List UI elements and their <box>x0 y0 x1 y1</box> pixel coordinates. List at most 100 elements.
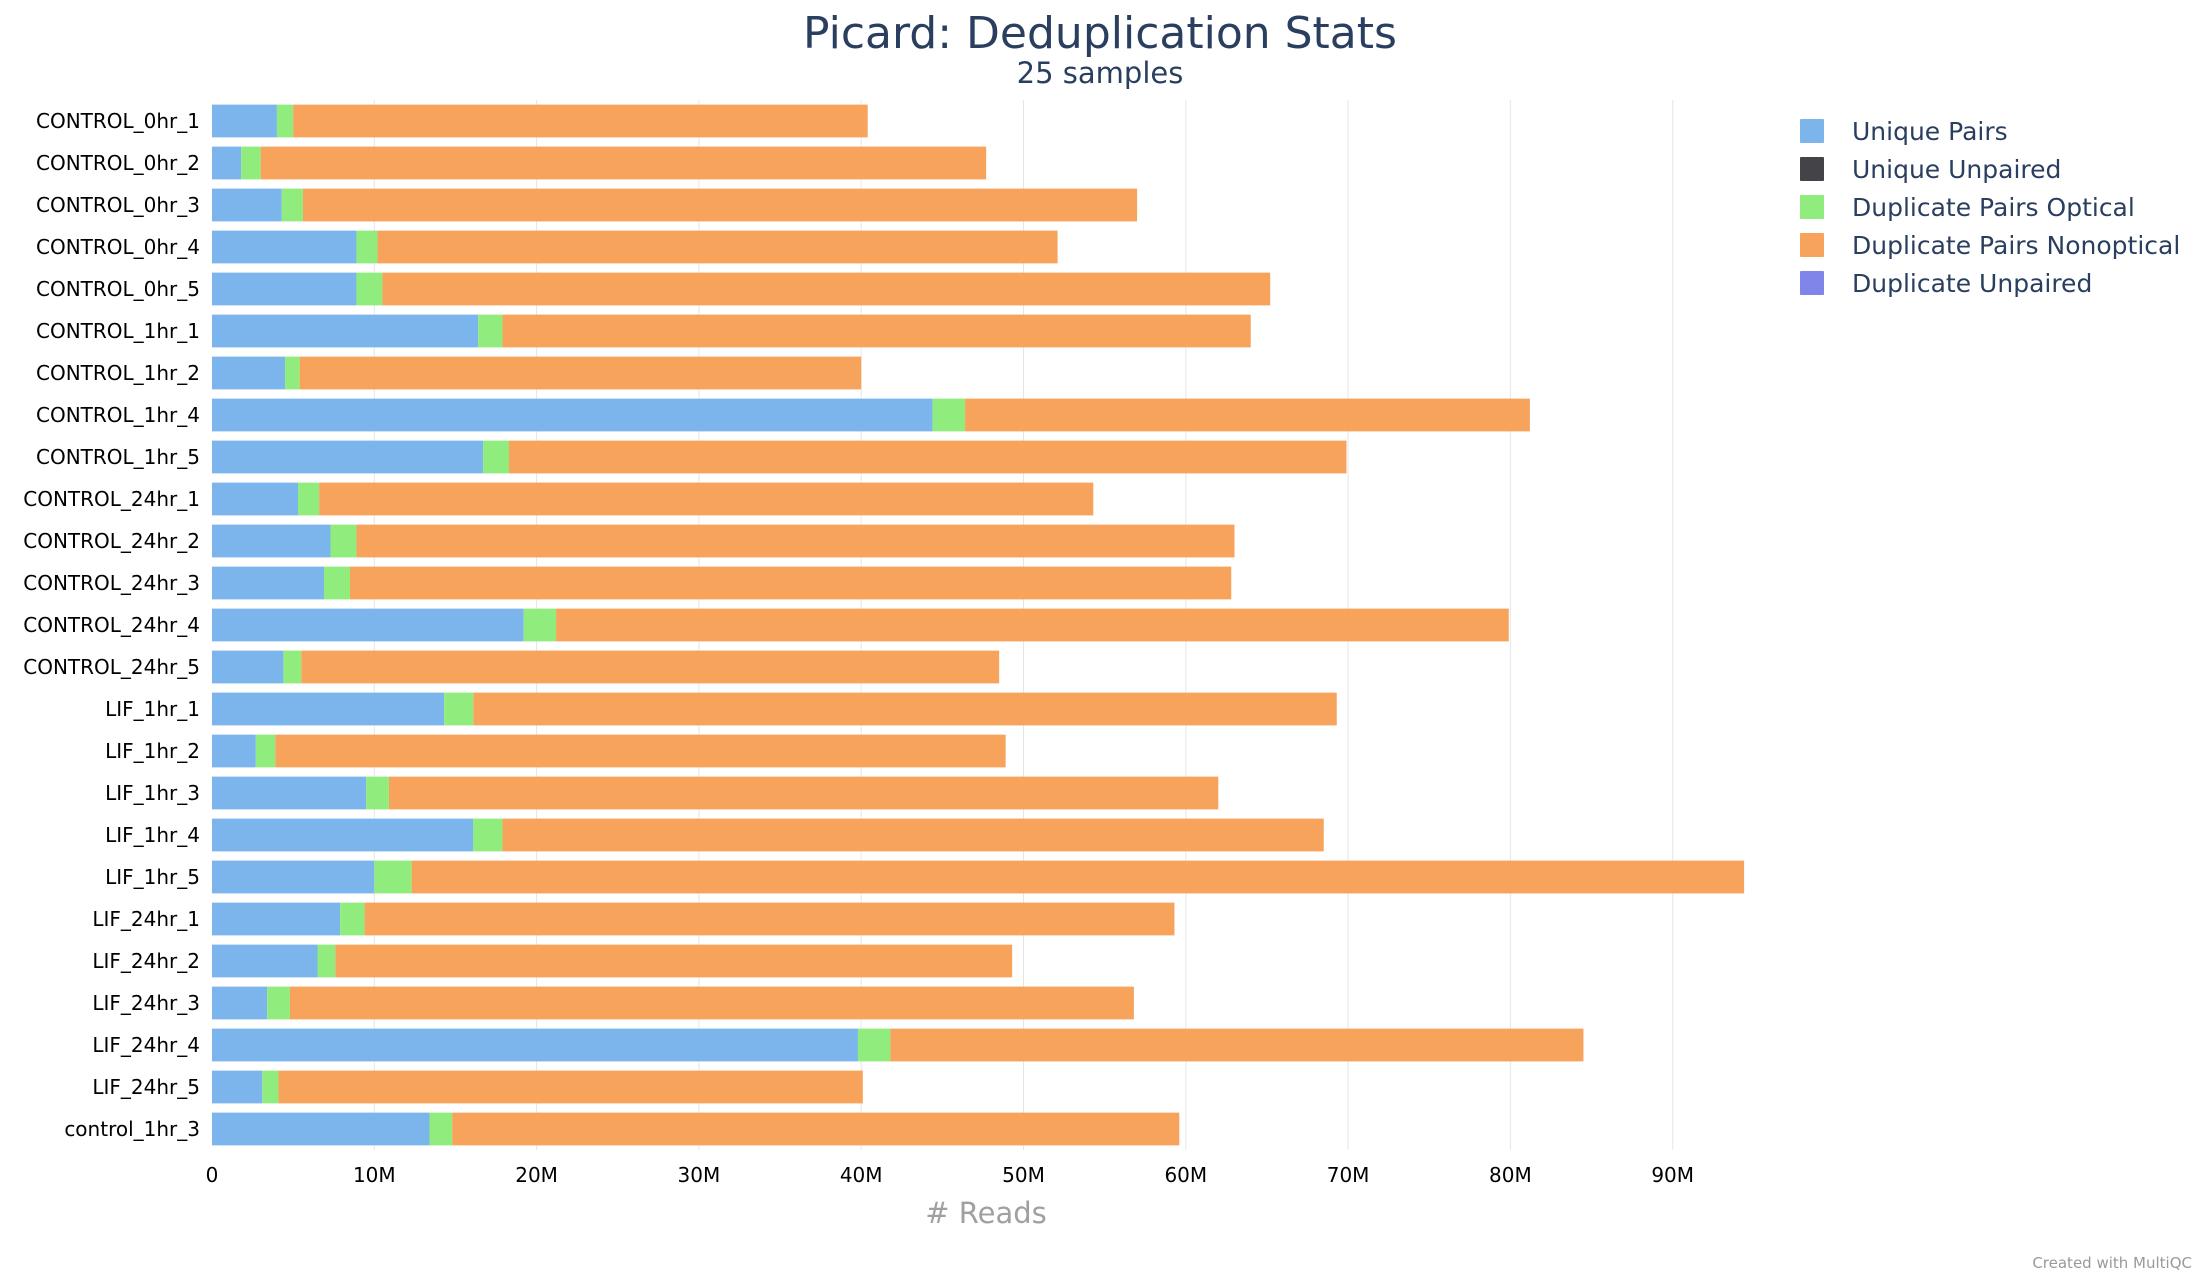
bar-segment[interactable] <box>299 356 862 390</box>
legend-item[interactable]: Unique Unpaired <box>1800 150 2180 188</box>
bar-segment[interactable] <box>212 188 282 222</box>
bar-segment[interactable] <box>330 524 357 558</box>
bar-segment[interactable] <box>377 230 1058 264</box>
bar-segment[interactable] <box>374 860 412 894</box>
bar-segment[interactable] <box>523 608 557 642</box>
bar-segment[interactable] <box>283 650 302 684</box>
legend-item[interactable]: Duplicate Pairs Nonoptical <box>1800 226 2180 264</box>
bar-segment[interactable] <box>212 146 242 180</box>
y-tick-label: LIF_1hr_1 <box>105 697 200 721</box>
bar-segment[interactable] <box>212 440 484 474</box>
bar-segment[interactable] <box>212 986 268 1020</box>
bar-segment[interactable] <box>275 734 1006 768</box>
bar-segment[interactable] <box>293 104 868 138</box>
bar-segment[interactable] <box>857 1028 891 1062</box>
x-tick-label: 30M <box>678 1163 721 1187</box>
bar-segment[interactable] <box>212 944 318 978</box>
bar-segment[interactable] <box>276 104 294 138</box>
bar-segment[interactable] <box>212 818 474 852</box>
bar-segment[interactable] <box>473 692 1337 726</box>
x-tick-label: 10M <box>353 1163 396 1187</box>
bar-segment[interactable] <box>556 608 1509 642</box>
bar-segment[interactable] <box>509 440 1347 474</box>
bar-segment[interactable] <box>429 1112 453 1146</box>
legend-item[interactable]: Duplicate Unpaired <box>1800 264 2180 302</box>
bar-segment[interactable] <box>298 482 320 516</box>
bar-segment[interactable] <box>302 188 1138 222</box>
y-tick-label: LIF_1hr_5 <box>105 865 200 889</box>
bar-segment[interactable] <box>255 734 276 768</box>
bar-segment[interactable] <box>212 1112 430 1146</box>
bar-segment[interactable] <box>212 356 286 390</box>
bar-segment[interactable] <box>932 398 966 432</box>
bar-segment[interactable] <box>340 902 365 936</box>
bar-segment[interactable] <box>364 902 1175 936</box>
legend-label: Duplicate Pairs Optical <box>1852 192 2135 222</box>
y-tick-label: LIF_24hr_2 <box>92 949 200 973</box>
bar-segment[interactable] <box>281 188 303 222</box>
bar-segment[interactable] <box>212 482 299 516</box>
bar-segment[interactable] <box>335 944 1013 978</box>
bar-segment[interactable] <box>212 734 256 768</box>
bar-segment[interactable] <box>317 944 336 978</box>
bar-segment[interactable] <box>212 398 933 432</box>
bar-segment[interactable] <box>502 818 1324 852</box>
bar-segment[interactable] <box>965 398 1530 432</box>
bar-segment[interactable] <box>483 440 510 474</box>
bar-segment[interactable] <box>212 902 341 936</box>
bar-segment[interactable] <box>212 104 277 138</box>
legend-label: Unique Unpaired <box>1852 154 2062 184</box>
y-tick-label: CONTROL_1hr_5 <box>36 445 200 469</box>
y-tick-label: CONTROL_0hr_4 <box>36 235 200 259</box>
bar-segment[interactable] <box>212 230 357 264</box>
y-tick-label: CONTROL_0hr_3 <box>36 193 200 217</box>
bar-segment[interactable] <box>212 524 331 558</box>
chart-title: Picard: Deduplication Stats <box>803 8 1397 59</box>
bar-segment[interactable] <box>260 146 987 180</box>
bar-segment[interactable] <box>382 272 1271 306</box>
bar-segment[interactable] <box>285 356 300 390</box>
bar-segment[interactable] <box>212 314 479 348</box>
bar-segment[interactable] <box>278 1070 863 1104</box>
bar-segment[interactable] <box>212 860 375 894</box>
bar-segment[interactable] <box>212 566 324 600</box>
legend-swatch <box>1800 271 1824 295</box>
legend-label: Duplicate Unpaired <box>1852 268 2093 298</box>
bar-segment[interactable] <box>212 650 284 684</box>
bar-segment[interactable] <box>444 692 474 726</box>
y-tick-label: CONTROL_24hr_1 <box>23 487 200 511</box>
bar-segment[interactable] <box>267 986 290 1020</box>
bar-segment[interactable] <box>452 1112 1180 1146</box>
bar-segment[interactable] <box>502 314 1251 348</box>
bar-segment[interactable] <box>212 776 367 810</box>
bar-segment[interactable] <box>411 860 1745 894</box>
x-tick-label: 40M <box>840 1163 883 1187</box>
bar-segment[interactable] <box>349 566 1232 600</box>
bar-segment[interactable] <box>212 608 524 642</box>
bar-segment[interactable] <box>356 272 383 306</box>
x-tick-label: 60M <box>1164 1163 1207 1187</box>
bar-segment[interactable] <box>388 776 1219 810</box>
bar-segment[interactable] <box>356 230 378 264</box>
bar-segment[interactable] <box>212 1028 858 1062</box>
bar-segment[interactable] <box>212 1070 263 1104</box>
bar-segment[interactable] <box>289 986 1134 1020</box>
bar-segment[interactable] <box>478 314 503 348</box>
bar-segment[interactable] <box>319 482 1094 516</box>
bar-segment[interactable] <box>366 776 389 810</box>
y-tick-label: CONTROL_0hr_2 <box>36 151 200 175</box>
bars <box>212 104 1745 1146</box>
bar-segment[interactable] <box>262 1070 279 1104</box>
y-tick-label: CONTROL_24hr_2 <box>23 529 200 553</box>
bar-segment[interactable] <box>241 146 261 180</box>
legend-item[interactable]: Duplicate Pairs Optical <box>1800 188 2180 226</box>
bar-segment[interactable] <box>890 1028 1584 1062</box>
bar-segment[interactable] <box>301 650 1000 684</box>
bar-segment[interactable] <box>212 692 445 726</box>
bar-segment[interactable] <box>323 566 350 600</box>
bar-segment[interactable] <box>356 524 1235 558</box>
bar-segment[interactable] <box>212 272 357 306</box>
legend-item[interactable]: Unique Pairs <box>1800 112 2180 150</box>
bar-segment[interactable] <box>473 818 503 852</box>
y-tick-label: CONTROL_24hr_3 <box>23 571 200 595</box>
